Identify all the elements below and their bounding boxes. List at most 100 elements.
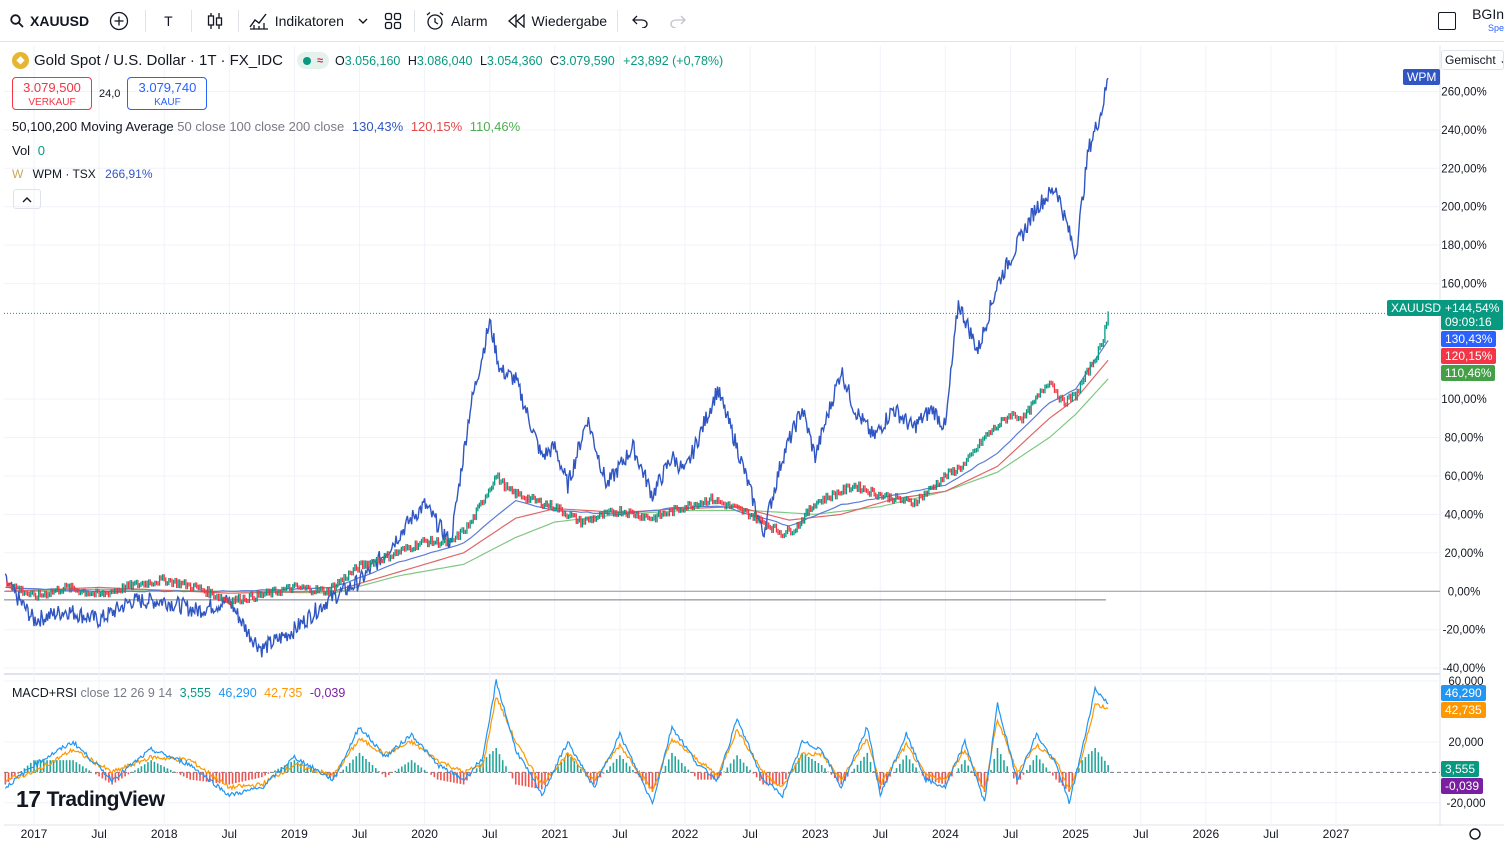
price-axis-label: 80,00% [1444,432,1483,444]
ma100-value: 120,15% [410,119,463,134]
macd-hist-value: 3,555 [179,686,211,700]
tradingview-logo[interactable]: 17 TradingView [16,786,165,813]
collapse-legend-button[interactable] [13,189,41,209]
macd-axis-label: 20,000 [1448,737,1483,749]
ma100-tag: 120,15% [1441,348,1497,364]
macd-diff-tag: -0,039 [1441,778,1484,794]
interval-label: T [164,12,173,29]
interval-button[interactable]: T [146,0,191,42]
ma50-tag: 130,43% [1441,331,1497,347]
tv-logo-icon: 17 [16,786,41,812]
chart-canvas[interactable]: 2017 Jul 2018 Jul 2019 Jul 2020 Jul 2021 Jul 2022 J… [4,46,1504,852]
layouts-button[interactable] [372,0,414,42]
toolbar-divider [145,9,147,32]
vol-label: Vol [12,143,31,158]
candlestick-icon [206,11,224,31]
indicators-icon [249,12,269,30]
undo-icon [632,14,648,28]
compare-value: 266,91% [105,167,153,181]
price-axis-label: 200,00% [1441,202,1486,214]
time-axis-label: Jul [612,827,627,841]
price-axis-label: 40,00% [1444,509,1483,521]
account-menu[interactable]: BGIn Spe [1472,7,1504,35]
price-axis-label: 240,00% [1441,125,1486,137]
macd-signal-tag: 42,735 [1441,702,1486,718]
account-label: BGIn [1472,6,1504,22]
chart-area[interactable]: 2017 Jul 2018 Jul 2019 Jul 2020 Jul 2021 Jul 2022 J… [4,46,1504,852]
time-axis-label: Jul [482,827,497,841]
ohlc-values: O3.056,160 H3.086,040 L3.054,360 C3.079,… [335,53,724,68]
bar-countdown: 09:09:16 [1445,315,1492,329]
alert-button[interactable]: Alarm [415,0,498,42]
macd-label: MACD+RSI [12,686,77,700]
undo-button[interactable] [618,0,662,42]
buy-button[interactable]: 3.079,740 KAUF [127,77,208,110]
ma-legend[interactable]: 50,100,200 Moving Average 50 close 100 c… [12,119,520,134]
settings-gear-icon[interactable] [1469,828,1481,840]
time-axis-label: Jul [1263,827,1278,841]
scale-mode-dropdown[interactable]: Gemischt ⌄ [1441,50,1504,70]
grid-layout-icon [384,12,402,30]
close-value: 3.079,590 [559,53,615,68]
macd-diff-value: -0,039 [309,686,346,700]
price-axis-label: 180,00% [1441,240,1486,252]
replay-button[interactable]: Wiedergabe [498,0,618,42]
replay-label: Wiedergabe [531,12,608,29]
symbol-search-button[interactable]: XAUUSD [0,0,99,42]
macd-legend[interactable]: MACD+RSI close 12 26 9 14 3,555 46,290 4… [12,686,345,700]
sell-label: VERKAUF [28,97,76,108]
macd-axis-label: -20,000 [1446,798,1485,810]
time-axis-label: Jul [352,827,367,841]
price-axis-label: 160,00% [1441,279,1486,291]
time-axis-label: Jul [742,827,757,841]
indicators-label: Indikatoren [274,12,344,29]
buy-sell-panel: 3.079,500 VERKAUF 24,0 3.079,740 KAUF [12,77,208,110]
price-axis-label: 260,00% [1441,86,1486,98]
vol-value: 0 [37,143,45,158]
spread-value: 24,0 [99,87,121,100]
macd-hist-tag: 3,555 [1441,761,1480,777]
indicators-button[interactable]: Indikatoren [239,0,354,42]
compare-logo-icon: W [12,167,24,181]
toolbar-divider [237,9,239,32]
ma50-value: 130,43% [351,119,404,134]
sell-price: 3.079,500 [23,80,81,95]
chart-background [4,46,1504,852]
price-axis-label: 100,00% [1441,394,1486,406]
market-status-pill[interactable]: ≈ [296,52,330,69]
time-axis-label: 2017 [21,827,48,841]
buy-price: 3.079,740 [138,80,197,95]
time-axis-label: 2026 [1192,827,1219,841]
volume-legend[interactable]: Vol 0 [12,143,45,158]
ma-params: 50 close 100 close 200 close [177,119,345,134]
xauusd-scale-tag: XAUUSD [1387,300,1446,316]
sell-button[interactable]: 3.079,500 VERKAUF [12,77,92,110]
symbol-label: XAUUSD [30,12,90,29]
price-axis-label: -40,00% [1443,663,1486,675]
data-wave-icon: ≈ [316,54,324,67]
macd-signal-line [5,697,1109,792]
price-axis-label: 20,00% [1444,548,1483,560]
compare-symbol-button[interactable] [99,0,145,42]
market-open-dot [302,56,311,65]
fullscreen-icon[interactable] [1438,12,1457,30]
open-value: 3.056,160 [344,53,401,68]
search-icon [10,13,24,28]
price-axis-label: 220,00% [1441,163,1486,175]
redo-button[interactable] [662,0,694,42]
ma200-value: 110,46% [469,119,521,134]
top-toolbar: XAUUSD T Indikatoren [0,0,1504,42]
alarm-clock-icon [425,11,445,31]
time-axis-label: Jul [1133,827,1148,841]
change-value: +23,892 (+0,78%) [623,53,724,68]
compare-legend[interactable]: W WPM · TSX 266,91% [12,167,153,181]
chart-type-button[interactable] [192,0,238,42]
macd-line-value: 46,290 [218,686,257,700]
time-axis-label: 2022 [672,827,699,841]
gold-coin-icon: ◆ [12,52,29,69]
indicator-templates-button[interactable] [354,0,372,42]
toolbar-divider [617,9,619,32]
low-value: 3.054,360 [486,53,543,68]
time-axis-label: 2018 [151,827,178,841]
price-axis-label: 0,00% [1448,586,1481,598]
